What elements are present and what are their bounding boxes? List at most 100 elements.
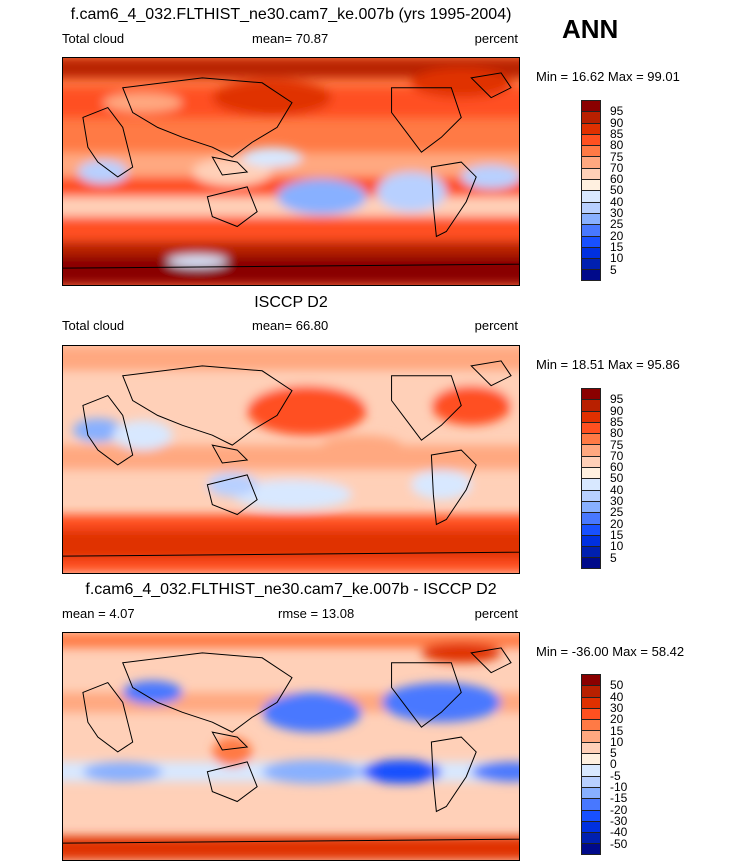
panel-minmax-label: Min = 16.62 Max = 99.01 [536, 69, 680, 84]
colorbar-swatch [581, 719, 601, 731]
colorbar-swatch [581, 388, 601, 400]
colorbar-swatch [581, 753, 601, 765]
panel-title: ISCCP D2 [254, 294, 328, 311]
colorbar-swatch [581, 156, 601, 168]
colorbar-swatch [581, 478, 601, 490]
colorbar-tick-label: 75 [610, 149, 624, 164]
colorbar-tick-label: 25 [610, 217, 624, 232]
colorbar-tick-label: 50 [610, 471, 624, 486]
colorbar-tick-label: 90 [610, 115, 624, 130]
colorbar-swatch [581, 512, 601, 524]
colorbar-swatch [581, 122, 601, 134]
colorbar-tick-label: 10 [610, 539, 624, 554]
colorbar-swatch [581, 145, 601, 157]
colorbar-swatch [581, 674, 601, 686]
colorbar-tick-label: 70 [610, 448, 624, 463]
colorbar-swatch [581, 111, 601, 123]
colorbar-tick-label: 20 [610, 228, 624, 243]
colorbar-tick-label: 30 [610, 206, 624, 220]
colorbar-tick-label: 25 [610, 505, 624, 520]
panel-title: f.cam6_4_032.FLTHIST_ne30.cam7_ke.007b (… [70, 6, 512, 23]
colorbar-swatch [581, 786, 601, 799]
colorbar-tick-label: 30 [610, 494, 624, 508]
colorbar [581, 674, 601, 855]
colorbar-swatch [581, 179, 601, 191]
colorbar-swatch [581, 224, 601, 236]
panel-center-label: mean= 66.80 [252, 318, 329, 333]
colorbar-tick-label: 50 [610, 678, 624, 693]
panel-units-label: percent [474, 318, 518, 333]
colorbar-swatch [581, 410, 601, 422]
colorbar-swatch [581, 696, 601, 708]
colorbar-swatch [581, 235, 601, 247]
colorbar-swatch [581, 523, 601, 535]
colorbar [581, 388, 601, 569]
colorbar-tick-label: -40 [610, 825, 628, 840]
colorbar-tick-label: 80 [610, 138, 624, 153]
panel-center-label: rmse = 13.08 [278, 606, 355, 621]
colorbar-tick-label: 15 [610, 239, 624, 254]
colorbar-swatch [581, 820, 601, 833]
colorbar-swatch [581, 433, 601, 445]
colorbar-swatch [581, 201, 601, 213]
colorbar-tick-label: 95 [610, 104, 624, 119]
colorbar-swatch [581, 269, 601, 281]
colorbar-swatch [581, 258, 601, 270]
panel-minmax-label: Min = 18.51 Max = 95.86 [536, 357, 680, 372]
colorbar-swatch [581, 832, 601, 844]
colorbar-swatch [581, 399, 601, 411]
colorbar-swatch [581, 167, 601, 180]
colorbar-swatch [581, 843, 601, 855]
colorbar-tick-label: -15 [610, 791, 628, 806]
colorbar-swatch [581, 133, 601, 146]
colorbar-tick-label: -50 [610, 836, 628, 851]
colorbar-tick-label: -20 [610, 802, 628, 817]
colorbar-tick-label: 80 [610, 426, 624, 441]
colorbar-tick-label: 30 [610, 700, 624, 715]
colorbar-swatch [581, 421, 601, 434]
colorbar-swatch [581, 764, 601, 776]
colorbar-tick-label: -30 [610, 813, 628, 828]
colorbar-swatch [581, 489, 601, 501]
season-label: ANN [562, 14, 619, 44]
contour-map [62, 632, 520, 861]
colorbar-tick-label: 20 [610, 516, 624, 531]
colorbar-swatch [581, 798, 601, 810]
colorbar-tick-label: 40 [610, 482, 624, 497]
panel-center-label: mean= 70.87 [252, 31, 329, 46]
colorbar-tick-label: 5 [610, 550, 617, 565]
colorbar-tick-label: 40 [610, 194, 624, 209]
colorbar-swatch [581, 455, 601, 468]
panel-title: f.cam6_4_032.FLTHIST_ne30.cam7_ke.007b -… [85, 581, 497, 598]
colorbar-tick-label: 0 [610, 757, 617, 772]
colorbar-swatch [581, 557, 601, 569]
colorbar-swatch [581, 546, 601, 558]
colorbar-tick-label: 95 [610, 392, 624, 407]
colorbar-swatch [581, 809, 601, 821]
colorbar-tick-label: 60 [610, 172, 624, 187]
colorbar-tick-label: 40 [610, 689, 624, 704]
colorbar-tick-label: 60 [610, 460, 624, 475]
panel-units-label: percent [474, 606, 518, 621]
colorbar-tick-label: 75 [610, 437, 624, 452]
colorbar-tick-label: 85 [610, 126, 624, 141]
colorbar-swatch [581, 707, 601, 720]
panel-left-label: Total cloud [62, 318, 125, 333]
colorbar-tick-label: 70 [610, 160, 624, 175]
contour-map [62, 57, 520, 286]
colorbar-swatch [581, 190, 601, 202]
colorbar-tick-label: 5 [610, 746, 617, 761]
colorbar [581, 100, 601, 281]
colorbar-tick-label: -5 [610, 768, 621, 783]
colorbar-tick-label: 10 [610, 251, 624, 266]
colorbar-swatch [581, 775, 601, 787]
colorbar-tick-label: 50 [610, 183, 624, 198]
colorbar-tick-label: 15 [610, 723, 624, 738]
colorbar-swatch [581, 444, 601, 456]
colorbar-swatch [581, 730, 601, 742]
colorbar-tick-label: 20 [610, 712, 624, 727]
colorbar-tick-label: 85 [610, 414, 624, 429]
colorbar-tick-label: 5 [610, 262, 617, 277]
colorbar-swatch [581, 534, 601, 547]
